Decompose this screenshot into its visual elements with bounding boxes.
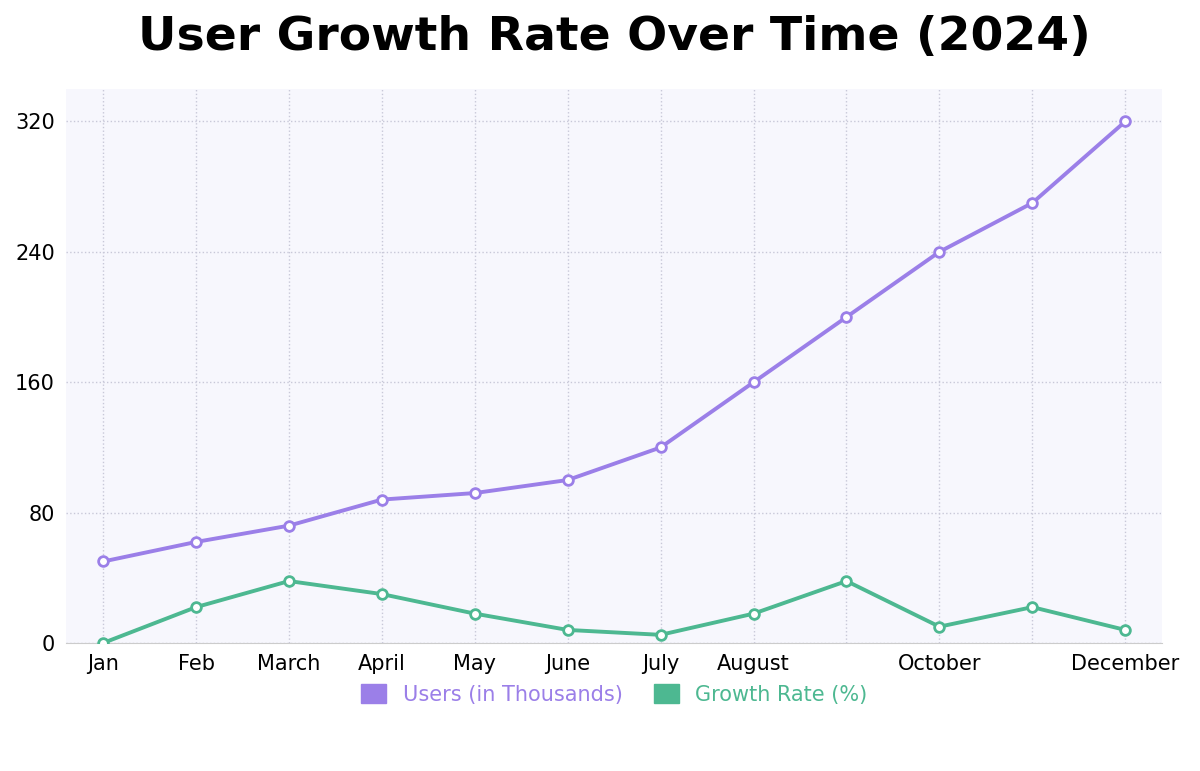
Title: User Growth Rate Over Time (2024): User Growth Rate Over Time (2024) — [138, 15, 1091, 60]
Growth Rate (%) — [374, 590, 389, 599]
Growth Rate (%) — [746, 609, 761, 618]
Growth Rate (%) — [654, 630, 668, 639]
Users (in Thousands) — [654, 443, 668, 452]
Users (in Thousands) — [1118, 117, 1133, 126]
Users (in Thousands) — [468, 488, 482, 497]
Users (in Thousands) — [96, 557, 110, 566]
Growth Rate (%) — [1025, 602, 1039, 611]
Users (in Thousands) — [932, 247, 947, 257]
Legend: Users (in Thousands), Growth Rate (%): Users (in Thousands), Growth Rate (%) — [361, 684, 868, 705]
Line: Growth Rate (%): Growth Rate (%) — [98, 576, 1130, 648]
Growth Rate (%) — [1118, 625, 1133, 635]
Users (in Thousands) — [839, 312, 853, 322]
Growth Rate (%) — [188, 602, 203, 611]
Users (in Thousands) — [560, 476, 575, 485]
Users (in Thousands) — [188, 537, 203, 547]
Line: Users (in Thousands): Users (in Thousands) — [98, 116, 1130, 567]
Growth Rate (%) — [560, 625, 575, 635]
Users (in Thousands) — [282, 521, 296, 530]
Growth Rate (%) — [468, 609, 482, 618]
Growth Rate (%) — [932, 622, 947, 631]
Growth Rate (%) — [282, 577, 296, 586]
Growth Rate (%) — [839, 577, 853, 586]
Users (in Thousands) — [746, 378, 761, 387]
Users (in Thousands) — [1025, 198, 1039, 207]
Users (in Thousands) — [374, 495, 389, 504]
Growth Rate (%) — [96, 638, 110, 648]
